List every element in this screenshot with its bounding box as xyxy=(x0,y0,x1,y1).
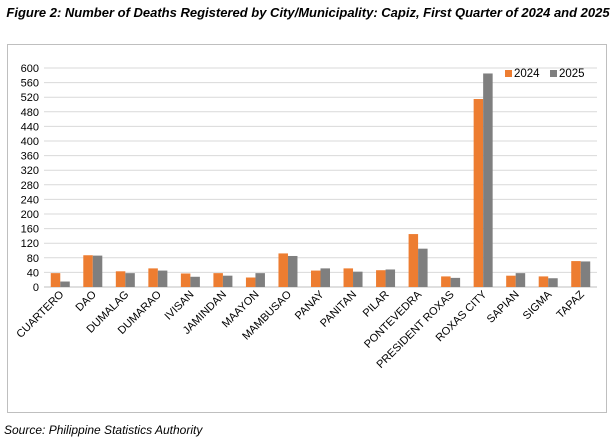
x-tick-label: PONTEVEDRA xyxy=(362,288,425,351)
bar-2025-cuartero xyxy=(60,281,70,287)
bar-2024-president-roxas xyxy=(441,276,451,287)
bar-2025-jamindan xyxy=(222,275,233,287)
gridlines xyxy=(44,67,597,288)
y-tick-label: 440 xyxy=(21,121,39,133)
bars xyxy=(50,73,591,288)
bar-2024-tapaz xyxy=(571,261,581,287)
bar-2025-president-roxas xyxy=(450,277,461,287)
y-tick-label: 120 xyxy=(21,238,39,250)
y-tick-label: 280 xyxy=(21,180,39,192)
bar-2025-pilar xyxy=(385,269,396,287)
x-tick-label: CUARTERO xyxy=(14,288,66,340)
bar-2025-pontevedra xyxy=(418,248,428,287)
x-tick-label: DAO xyxy=(74,288,100,314)
y-tick-label: 200 xyxy=(21,209,39,221)
x-tick-label: SIGMA xyxy=(521,288,555,322)
bar-2025-mambusao xyxy=(287,255,298,287)
y-tick-label: 80 xyxy=(27,253,39,265)
bar-2025-roxas-city xyxy=(483,73,493,287)
y-tick-label: 480 xyxy=(21,107,39,119)
bar-2024-cuartero xyxy=(50,273,61,287)
bar-2025-sigma xyxy=(548,278,558,287)
x-tick-label: TAPAZ xyxy=(554,288,587,321)
bar-2025-maayon xyxy=(255,273,265,287)
legend-label-2025: 2025 xyxy=(559,68,585,80)
y-tick-label: 40 xyxy=(27,267,39,279)
y-tick-label: 240 xyxy=(21,194,39,206)
bar-2024-dumalag xyxy=(115,271,126,287)
y-tick-label: 560 xyxy=(21,78,39,90)
y-axis: 0 40 80 120 160 200 240 280 320 360 400 440 480 520 56… xyxy=(21,63,39,294)
bar-2024-panitan xyxy=(343,268,354,287)
bar-2024-dumarao xyxy=(148,268,158,287)
y-tick-label: 320 xyxy=(21,165,39,177)
y-tick-label: 520 xyxy=(21,92,39,104)
bar-2024-jamindan xyxy=(213,273,223,287)
chart-frame xyxy=(7,44,607,413)
bar-2025-panay xyxy=(320,268,330,287)
bar-2025-dumalag xyxy=(125,273,135,287)
chart-title: Figure 2: Number of Deaths Registered by… xyxy=(6,5,610,20)
y-tick-label: 0 xyxy=(33,282,39,294)
y-tick-label: 160 xyxy=(21,224,39,236)
bar-2024-sapian xyxy=(506,275,516,287)
bar-2025-ivisan xyxy=(190,276,200,287)
bar-2025-panitan xyxy=(353,271,363,287)
x-tick-label: SAPIAN xyxy=(485,289,522,326)
bar-2024-mambusao xyxy=(278,253,288,287)
bar-2024-dao xyxy=(83,255,93,287)
legend-label-2024: 2024 xyxy=(514,68,540,80)
bar-2024-ivisan xyxy=(180,273,191,287)
bar-2024-roxas-city xyxy=(473,99,484,288)
legend: 2024 2025 xyxy=(505,68,585,80)
bar-2024-pilar xyxy=(376,270,386,287)
legend-swatch-2025 xyxy=(550,70,557,77)
bar-2024-maayon xyxy=(245,277,256,287)
source-note: Source: Philippine Statistics Authority xyxy=(4,423,203,437)
bar-2025-tapaz xyxy=(580,261,591,287)
bar-2025-dumarao xyxy=(157,270,168,287)
bar-2025-dao xyxy=(92,255,103,287)
bar-2024-pontevedra xyxy=(408,234,419,287)
x-tick-label: PANITAN xyxy=(318,289,359,330)
y-tick-label: 360 xyxy=(21,151,39,163)
bar-2024-sigma xyxy=(538,276,549,287)
y-tick-label: 600 xyxy=(21,63,39,75)
x-axis: CUARTERO DAODUMALAGDUMARAOIVISANJAMINDANM… xyxy=(14,288,587,371)
x-tick-label: PILAR xyxy=(361,289,392,320)
legend-swatch-2024 xyxy=(505,70,512,77)
bar-2024-panay xyxy=(311,270,321,287)
bar-2025-sapian xyxy=(515,273,526,287)
y-tick-label: 400 xyxy=(21,136,39,148)
